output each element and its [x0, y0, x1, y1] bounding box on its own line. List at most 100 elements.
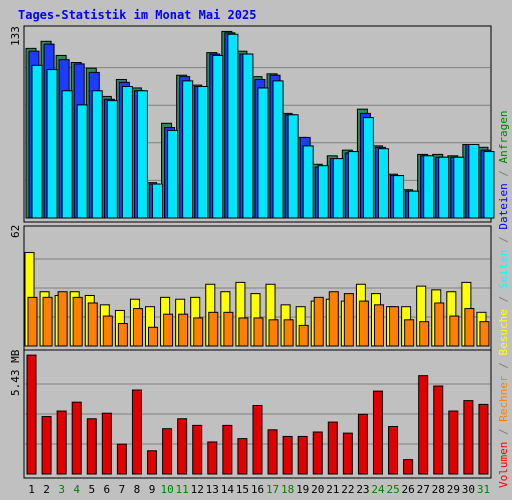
mid-bar-rechner-day-18 [283, 319, 294, 347]
bottom-bar-volumen-day-7 [116, 443, 127, 475]
mid-bar-rechner-day-8 [132, 308, 143, 347]
bottom-bar-volumen-day-25 [388, 425, 399, 475]
top-bar-seiten-day-22 [347, 151, 359, 219]
top-bar-seiten-day-3 [61, 90, 73, 219]
x-tick-label-day-27: 27 [417, 483, 430, 496]
mid-bar-rechner-day-5 [87, 302, 98, 347]
bottom-bar-volumen-day-17 [267, 429, 278, 475]
mid-bar-rechner-day-9 [148, 326, 159, 347]
bottom-bar-volumen-day-15 [237, 438, 248, 475]
x-tick-label-day-16: 16 [251, 483, 264, 496]
mid-bar-rechner-day-28 [434, 302, 445, 347]
mid-bar-rechner-day-4 [72, 296, 83, 347]
bottom-bar-volumen-day-21 [327, 421, 338, 475]
top-bar-seiten-day-4 [76, 104, 88, 219]
bottom-bar-volumen-day-11 [177, 418, 188, 475]
x-tick-label-day-25: 25 [386, 483, 399, 496]
x-tick-label-day-5: 5 [88, 483, 95, 496]
mid-bar-rechner-day-13 [208, 311, 219, 347]
top-bar-seiten-day-11 [182, 80, 194, 219]
bottom-bar-volumen-day-16 [252, 404, 263, 475]
mid-bar-rechner-day-26 [404, 319, 415, 347]
mid-bar-rechner-day-20 [313, 296, 324, 347]
mid-bar-rechner-day-12 [193, 317, 204, 347]
legend-item-volumen: Volumen [497, 441, 510, 488]
x-tick-label-day-30: 30 [462, 483, 475, 496]
mid-bar-rechner-day-31 [479, 321, 490, 347]
x-tick-label-day-11: 11 [176, 483, 189, 496]
mid-bar-rechner-day-24 [373, 304, 384, 347]
bottom-bar-volumen-day-28 [433, 385, 444, 475]
legend-item-besuche: Besuche [497, 309, 510, 356]
top-bar-seiten-day-21 [332, 158, 344, 219]
x-tick-label-day-19: 19 [296, 483, 309, 496]
top-bar-seiten-day-2 [46, 69, 58, 219]
x-tick-label-day-7: 7 [119, 483, 126, 496]
bottom-bar-volumen-day-10 [162, 428, 173, 475]
mid-bar-rechner-day-1 [27, 296, 38, 347]
top-bar-seiten-day-26 [408, 190, 420, 219]
x-tick-label-day-3: 3 [58, 483, 65, 496]
legend-item-rechner: Rechner [497, 375, 510, 422]
x-tick-label-day-18: 18 [281, 483, 294, 496]
legend-item-anfragen: Anfragen [497, 110, 510, 164]
mid-panel-max-label: 62 [9, 224, 22, 238]
x-tick-label-day-15: 15 [236, 483, 249, 496]
bottom-bar-volumen-day-27 [418, 375, 429, 475]
top-bar-seiten-day-13 [212, 54, 224, 219]
top-bar-seiten-day-9 [152, 183, 164, 219]
mid-bar-rechner-day-25 [389, 306, 400, 347]
mid-bar-rechner-day-3 [57, 291, 68, 347]
legend-separator: / [497, 421, 510, 442]
mid-bar-rechner-day-7 [117, 323, 128, 347]
bottom-bar-volumen-day-4 [71, 401, 82, 475]
top-bar-seiten-day-25 [393, 175, 405, 219]
top-bar-seiten-day-1 [31, 64, 43, 219]
x-tick-label-day-13: 13 [206, 483, 219, 496]
top-bar-seiten-day-15 [242, 53, 254, 219]
mid-bar-rechner-day-16 [253, 317, 264, 347]
x-tick-label-day-8: 8 [134, 483, 141, 496]
x-tick-label-day-21: 21 [326, 483, 339, 496]
top-bar-seiten-day-16 [257, 87, 269, 219]
bottom-bar-volumen-day-14 [222, 424, 233, 475]
legend-separator: / [497, 229, 510, 250]
bottom-bar-volumen-day-6 [101, 412, 112, 475]
mid-bar-rechner-day-27 [419, 321, 430, 347]
top-bar-seiten-day-18 [287, 114, 299, 219]
top-bar-seiten-day-8 [136, 90, 148, 219]
bottom-bar-volumen-day-5 [86, 418, 97, 475]
mid-bar-rechner-day-14 [223, 311, 234, 347]
x-tick-label-day-29: 29 [447, 483, 460, 496]
x-tick-label-day-6: 6 [104, 483, 111, 496]
mid-bar-rechner-day-11 [178, 313, 189, 347]
x-tick-label-day-12: 12 [191, 483, 204, 496]
x-tick-label-day-1: 1 [28, 483, 35, 496]
legend-separator: / [497, 289, 510, 310]
bottom-bar-volumen-day-18 [282, 435, 293, 475]
top-bar-seiten-day-29 [453, 156, 465, 219]
top-bar-seiten-day-23 [362, 117, 374, 219]
x-tick-label-day-17: 17 [266, 483, 279, 496]
x-tick-label-day-14: 14 [221, 483, 235, 496]
mid-bar-rechner-day-21 [328, 291, 339, 347]
bottom-bar-volumen-day-31 [478, 403, 489, 475]
top-bar-seiten-day-27 [423, 155, 435, 219]
x-tick-label-day-24: 24 [371, 483, 385, 496]
legend-item-seiten: Seiten [497, 249, 510, 290]
top-bar-seiten-day-12 [197, 86, 209, 219]
top-bar-seiten-day-20 [317, 165, 329, 219]
top-panel-max-label: 133 [9, 26, 22, 46]
x-tick-label-day-31: 31 [477, 483, 490, 496]
x-tick-label-day-23: 23 [356, 483, 369, 496]
top-bar-seiten-day-10 [167, 129, 179, 219]
top-bar-seiten-day-14 [227, 33, 239, 219]
bottom-bar-volumen-day-20 [312, 431, 323, 475]
bottom-bar-volumen-day-12 [192, 424, 203, 475]
mid-bar-rechner-day-22 [343, 293, 354, 347]
x-tick-label-day-20: 20 [311, 483, 324, 496]
bottom-bar-volumen-day-26 [403, 459, 414, 475]
mid-bar-rechner-day-2 [42, 296, 53, 347]
bottom-panel-max-label: 5.43 MB [9, 349, 22, 396]
